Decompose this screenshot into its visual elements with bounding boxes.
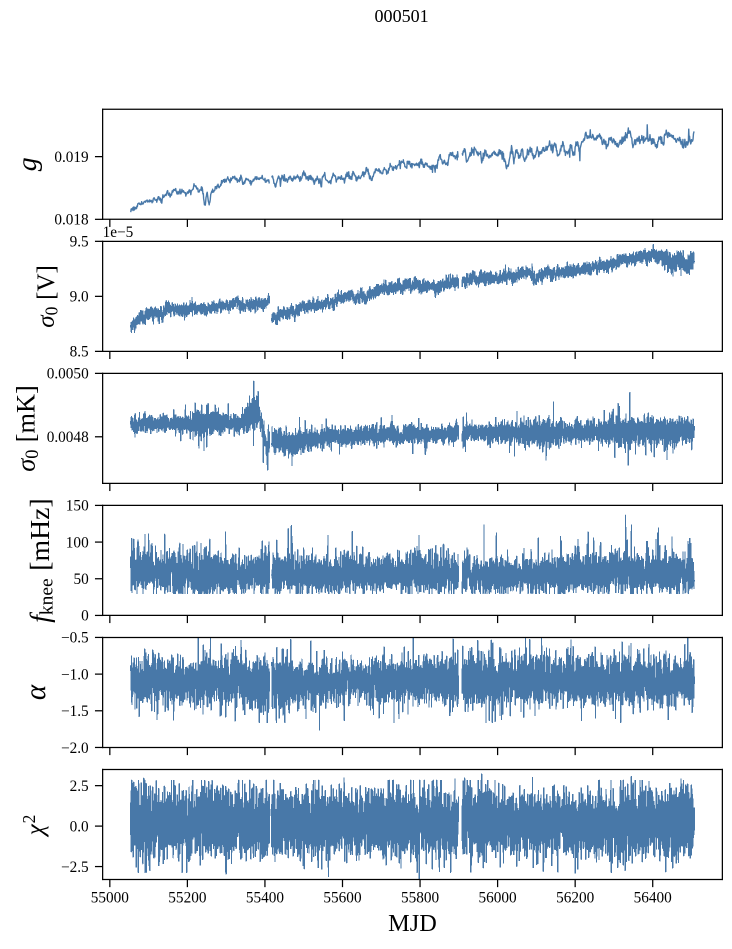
svg-text:56000: 56000 [479,890,518,907]
svg-text:9.5: 9.5 [70,234,89,251]
svg-text:1e−5: 1e−5 [103,224,134,241]
svg-text:100: 100 [66,534,89,551]
svg-text:−2.0: −2.0 [61,740,89,757]
svg-text:−0.5: −0.5 [61,630,89,647]
svg-text:−1.5: −1.5 [61,703,89,720]
svg-text:55000: 55000 [91,890,130,907]
svg-text:MJD: MJD [388,910,437,937]
svg-text:0: 0 [81,608,89,625]
svg-text:0.018: 0.018 [54,212,89,229]
svg-text:−2.5: −2.5 [61,859,89,876]
svg-text:000501: 000501 [375,6,429,26]
svg-text:α: α [20,684,52,700]
svg-text:55200: 55200 [168,890,207,907]
svg-text:8.5: 8.5 [70,344,89,361]
svg-text:150: 150 [66,498,89,515]
svg-text:0.019: 0.019 [54,149,88,166]
svg-text:2.5: 2.5 [70,778,89,795]
svg-text:0.0048: 0.0048 [47,429,89,446]
svg-text:χ 2: χ 2 [19,815,49,838]
svg-text:−1.0: −1.0 [61,666,89,683]
svg-text:56200: 56200 [556,890,595,907]
svg-text:f k n e e [ m H z ]: f k n e e [ m H z ] [25,498,58,623]
svg-text:σ 0 [ V ]: σ 0 [ V ] [33,265,62,328]
svg-text:56400: 56400 [634,890,673,907]
svg-text:g: g [12,157,43,171]
svg-text:0.0050: 0.0050 [47,366,89,383]
svg-text:55400: 55400 [246,890,285,907]
svg-text:55800: 55800 [401,890,440,907]
svg-text:0.0: 0.0 [70,818,89,835]
svg-text:σ 0 [ m K ]: σ 0 [ m K ] [10,385,43,472]
svg-text:50: 50 [73,571,89,588]
svg-text:55600: 55600 [323,890,362,907]
svg-text:9.0: 9.0 [70,289,89,306]
